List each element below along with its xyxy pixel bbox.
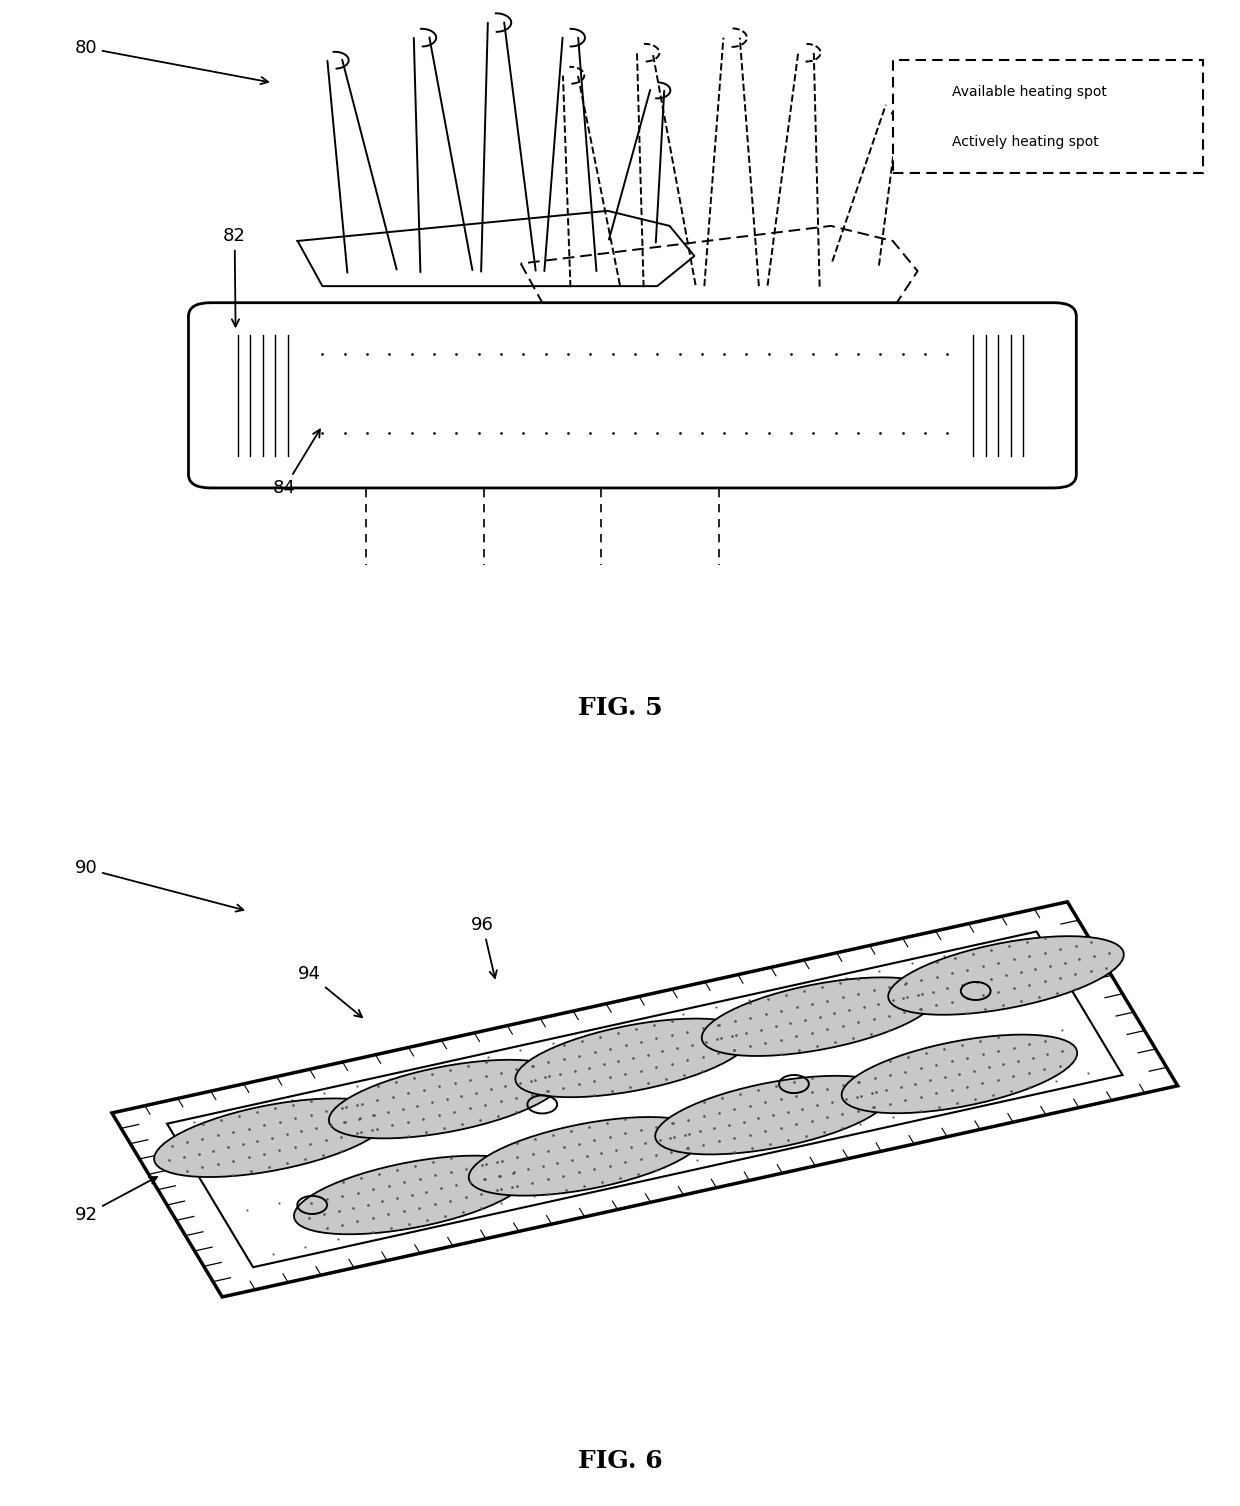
Text: FIG. 6: FIG. 6 [578, 1449, 662, 1473]
Text: Actively heating spot: Actively heating spot [952, 134, 1099, 149]
PathPatch shape [888, 937, 1123, 1015]
FancyBboxPatch shape [188, 303, 1076, 488]
Text: 80: 80 [74, 39, 268, 84]
Text: 84: 84 [273, 429, 320, 497]
PathPatch shape [655, 1075, 890, 1155]
PathPatch shape [469, 1117, 704, 1196]
Text: 96: 96 [471, 916, 497, 977]
PathPatch shape [329, 1060, 564, 1139]
FancyBboxPatch shape [893, 60, 1203, 173]
Text: 82: 82 [223, 227, 246, 327]
Text: Available heating spot: Available heating spot [952, 84, 1107, 99]
Text: 92: 92 [74, 1176, 157, 1224]
Polygon shape [167, 932, 1122, 1267]
PathPatch shape [154, 1098, 389, 1178]
Text: 94: 94 [298, 965, 362, 1017]
PathPatch shape [842, 1035, 1078, 1113]
Text: 90: 90 [74, 860, 243, 911]
Polygon shape [112, 902, 1178, 1297]
PathPatch shape [294, 1155, 529, 1235]
Text: FIG. 5: FIG. 5 [578, 696, 662, 720]
PathPatch shape [702, 977, 937, 1056]
PathPatch shape [516, 1018, 751, 1098]
